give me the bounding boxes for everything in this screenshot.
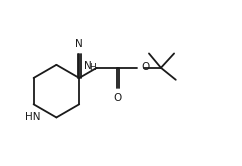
Text: N: N: [84, 61, 92, 71]
Text: O: O: [114, 93, 122, 103]
Text: N: N: [75, 39, 83, 49]
Text: O: O: [142, 62, 150, 72]
Text: HN: HN: [25, 112, 40, 122]
Text: H: H: [89, 63, 96, 72]
